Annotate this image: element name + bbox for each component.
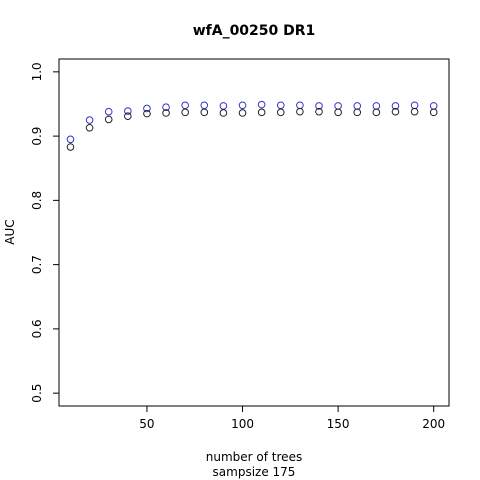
y-axis: 0.5 0.6 0.7 0.8 0.9 1.0 (30, 62, 59, 403)
y-tick-label: 0.6 (30, 319, 44, 338)
x-tick-label: 200 (422, 417, 445, 431)
data-point-series-2 (334, 108, 342, 117)
data-point-series-2 (143, 109, 151, 118)
plot-frame (58, 58, 450, 407)
data-point-series-2 (85, 123, 94, 132)
x-axis-label: number of trees (206, 450, 302, 464)
data-point-series-1 (143, 104, 151, 113)
chart-title: wfA_00250 DR1 (193, 23, 316, 39)
data-points (66, 100, 438, 151)
y-axis-label: AUC (3, 219, 17, 244)
y-tick-label: 0.8 (30, 191, 44, 210)
y-tick-label: 0.5 (30, 384, 44, 403)
data-point-series-2 (257, 108, 266, 117)
data-point-series-1 (124, 107, 132, 115)
data-point-series-1 (85, 116, 94, 124)
x-tick-label: 150 (327, 417, 350, 431)
data-point-series-2 (124, 112, 132, 120)
data-point-series-2 (296, 107, 304, 116)
data-point-series-2 (353, 108, 362, 117)
data-point-series-2 (104, 115, 113, 124)
data-point-series-1 (257, 100, 266, 109)
x-tick-label: 100 (231, 417, 254, 431)
data-point-series-2 (238, 109, 247, 117)
data-point-series-2 (162, 109, 170, 117)
data-point-series-1 (391, 102, 400, 110)
y-tick-label: 0.7 (30, 255, 44, 274)
data-point-series-2 (66, 143, 75, 151)
data-point-series-1 (104, 107, 113, 116)
x-axis-sublabel: sampsize 175 (213, 465, 296, 479)
data-point-series-2 (410, 107, 419, 116)
y-tick-label: 0.9 (30, 127, 44, 146)
data-point-series-1 (162, 103, 170, 111)
data-point-series-2 (181, 108, 189, 117)
x-tick-label: 50 (139, 417, 154, 431)
y-tick-label: 1.0 (30, 62, 44, 81)
data-point-series-2 (276, 108, 285, 117)
data-point-series-2 (429, 108, 438, 117)
data-point-series-2 (372, 108, 381, 117)
data-point-series-2 (315, 107, 323, 116)
data-point-series-2 (391, 107, 400, 116)
x-axis: 50 100 150 200 (139, 406, 445, 431)
data-point-series-1 (66, 135, 75, 144)
data-point-series-2 (219, 109, 228, 117)
data-point-series-1 (238, 101, 247, 110)
data-point-series-1 (315, 102, 323, 110)
data-point-series-2 (200, 108, 209, 117)
